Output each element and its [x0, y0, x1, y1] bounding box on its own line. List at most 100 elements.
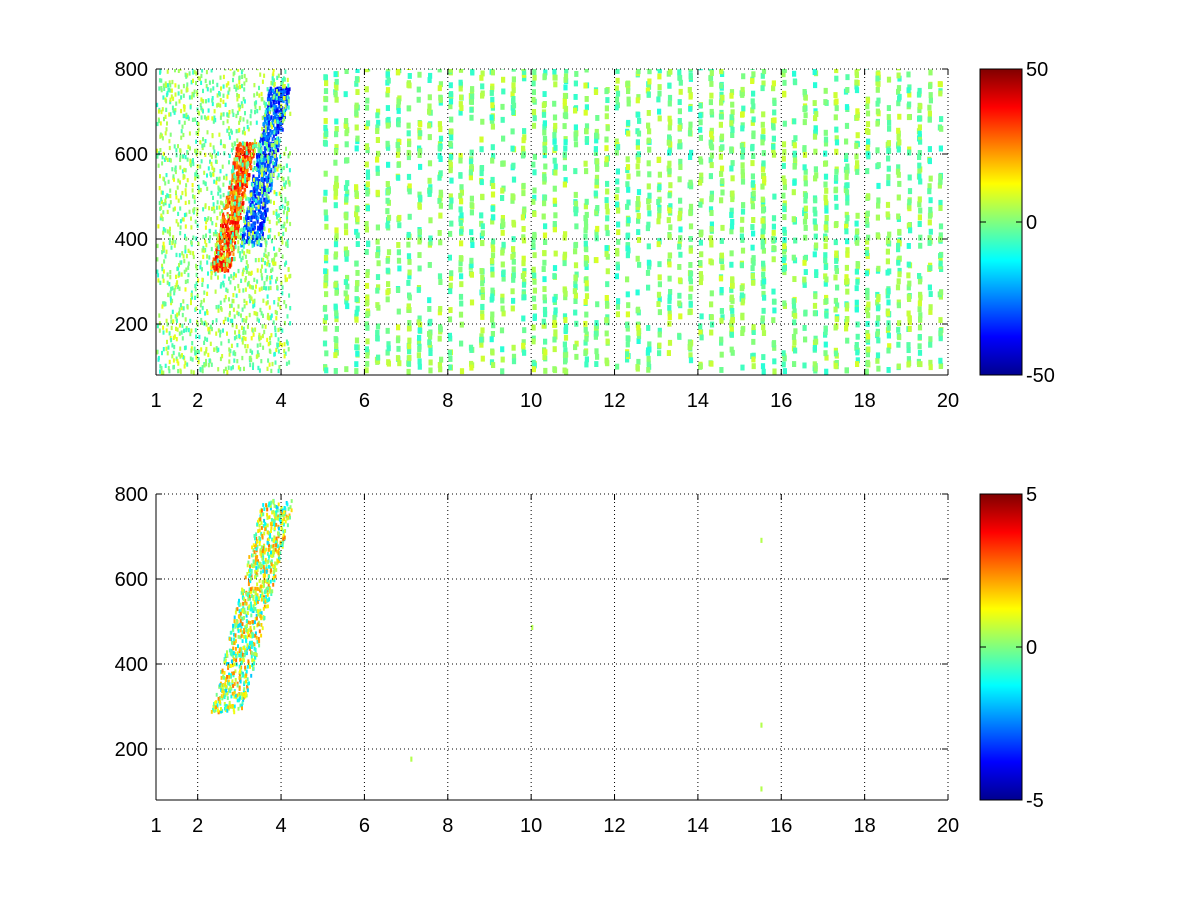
heatmap-cell [243, 157, 246, 162]
heatmap-cell [194, 117, 197, 122]
heatmap-cell [177, 222, 180, 227]
heatmap-cell [197, 127, 200, 132]
heatmap-cell [285, 163, 288, 168]
heatmap-cell [501, 135, 506, 142]
heatmap-cell [562, 367, 567, 374]
heatmap-cell [233, 336, 236, 341]
heatmap-cell [917, 201, 922, 208]
heatmap-cell [343, 246, 348, 253]
heatmap-cell [175, 219, 178, 224]
heatmap-cell [438, 366, 443, 373]
heatmap-cell [232, 168, 235, 173]
heatmap-cell [161, 304, 164, 309]
heatmap-cell [480, 287, 485, 293]
heatmap-cell [183, 107, 186, 112]
heatmap-cell [236, 201, 239, 206]
heatmap-cell [167, 366, 170, 371]
heatmap-cell [160, 370, 163, 375]
heatmap-cell [264, 164, 267, 169]
heatmap-cell [224, 69, 227, 71]
heatmap-cell [185, 112, 188, 117]
heatmap-cell [242, 96, 245, 102]
heatmap-cell [521, 281, 527, 288]
heatmap-cell [273, 78, 275, 83]
heatmap-cell [604, 203, 609, 210]
heatmap-cell [169, 194, 172, 199]
heatmap-cell [208, 80, 211, 85]
heatmap-cell [165, 195, 167, 200]
heatmap-cell [272, 320, 275, 325]
heatmap-cell [184, 188, 187, 193]
heatmap-cell [626, 199, 631, 206]
heatmap-cell [698, 134, 703, 141]
heatmap-cell [197, 278, 200, 283]
heatmap-cell [511, 246, 516, 252]
heatmap-cell [202, 99, 205, 104]
heatmap-cell [260, 359, 263, 364]
heatmap-cell [459, 321, 464, 328]
heatmap-cell [183, 328, 185, 333]
heatmap-cell [285, 339, 288, 344]
heatmap-cell [269, 199, 272, 204]
heatmap-cell [614, 273, 619, 280]
heatmap-cell [204, 181, 207, 187]
heatmap-cell [182, 104, 185, 109]
heatmap-cell [253, 231, 256, 236]
heatmap-cell [500, 103, 505, 110]
heatmap-cell [211, 98, 214, 103]
heatmap-cell [171, 286, 174, 291]
heatmap-cell [235, 230, 238, 235]
heatmap-cell [239, 182, 241, 187]
heatmap-cell [761, 69, 767, 75]
heatmap-cell [190, 95, 193, 100]
heatmap-cell [267, 147, 270, 152]
heatmap-cell [243, 304, 246, 309]
heatmap-cell [751, 338, 756, 345]
heatmap-cell [172, 239, 174, 244]
heatmap-cell [174, 108, 177, 113]
heatmap-cell [792, 308, 797, 315]
heatmap-cell [166, 121, 168, 126]
heatmap-cell [605, 281, 610, 288]
heatmap-cell [761, 368, 766, 375]
heatmap-cell [222, 182, 225, 187]
heatmap-cell [927, 188, 932, 195]
heatmap-cell [231, 190, 234, 195]
heatmap-cell [896, 69, 901, 71]
heatmap-cell [243, 142, 246, 147]
heatmap-cell [583, 215, 588, 222]
heatmap-cell [241, 174, 244, 179]
heatmap-cell [237, 283, 240, 289]
heatmap-cell [195, 170, 198, 175]
heatmap-cell [213, 347, 216, 352]
heatmap-cell [562, 234, 567, 241]
heatmap-cell [605, 338, 610, 345]
heatmap-cell [162, 151, 165, 156]
heatmap-cell [365, 269, 370, 275]
heatmap-cell [258, 318, 260, 323]
heatmap-cell [172, 350, 175, 356]
heatmap-cell [164, 201, 167, 206]
heatmap-cell [217, 347, 220, 352]
heatmap-cell [214, 229, 217, 234]
heatmap-cell [896, 213, 901, 220]
heatmap-cell [687, 344, 692, 350]
heatmap-cell [196, 212, 199, 217]
heatmap-cell [162, 247, 165, 252]
heatmap-cell [604, 357, 609, 364]
heatmap-cell [719, 91, 724, 98]
heatmap-cell [844, 223, 849, 230]
heatmap-cell [228, 247, 231, 252]
heatmap-cell [243, 166, 246, 171]
heatmap-cell [823, 181, 828, 188]
heatmap-cell [263, 146, 266, 150]
heatmap-cell [448, 162, 453, 168]
heatmap-cell [364, 249, 369, 255]
heatmap-cell [277, 73, 280, 78]
heatmap-cell [407, 294, 412, 301]
heatmap-cell [243, 251, 246, 256]
heatmap-cell [256, 168, 259, 172]
heatmap-cell [185, 236, 188, 241]
heatmap-cell [214, 271, 217, 277]
heatmap-cell [667, 115, 672, 122]
